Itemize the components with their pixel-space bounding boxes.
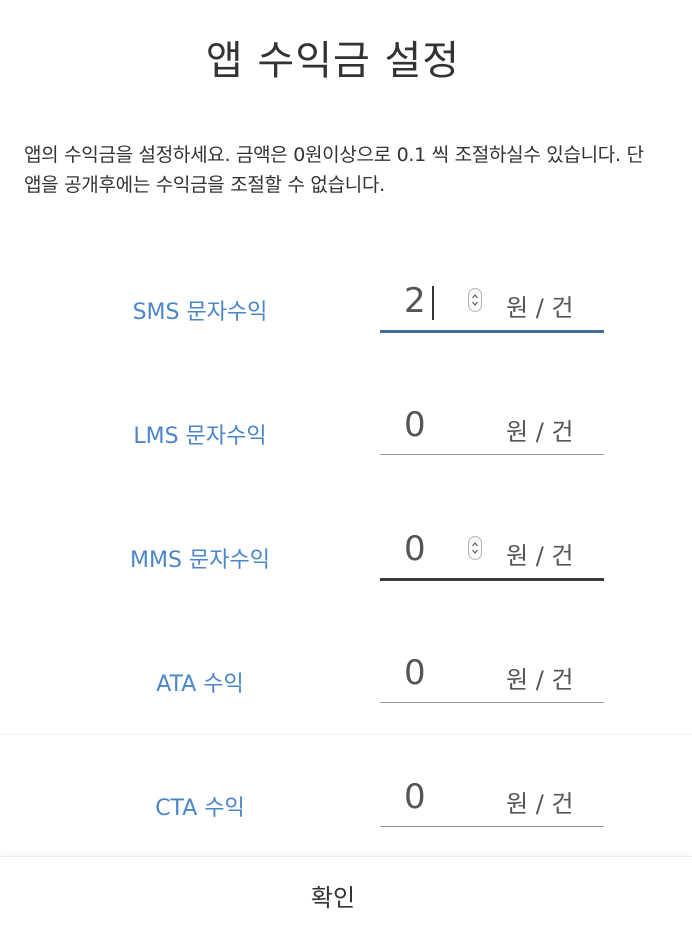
ata-revenue-field[interactable]: 원 / 건	[380, 646, 604, 703]
sms-unit-label: 원 / 건	[506, 294, 574, 322]
field-row-lms: LMS 문자수익 원 / 건	[0, 398, 692, 478]
mms-revenue-input[interactable]	[404, 529, 474, 569]
field-row-ata: ATA 수익 원 / 건	[0, 646, 692, 726]
sms-revenue-spinner[interactable]	[468, 288, 482, 312]
dialog-title: 앱 수익금 설정	[205, 38, 461, 84]
sms-revenue-label: SMS 문자수익	[132, 300, 268, 325]
field-row-mms: MMS 문자수익 원 / 건	[0, 522, 692, 602]
field-row-cta: CTA 수익 원 / 건	[0, 770, 692, 850]
mms-revenue-spinner[interactable]	[468, 536, 482, 560]
sms-revenue-field[interactable]: 원 / 건	[380, 274, 604, 333]
mms-revenue-field[interactable]: 원 / 건	[380, 522, 604, 581]
text-cursor	[432, 286, 434, 320]
spinner-arrows-icon	[472, 541, 478, 555]
ata-unit-label: 원 / 건	[506, 666, 574, 694]
field-row-sms: SMS 문자수익 원 / 건	[0, 274, 692, 354]
ata-revenue-label: ATA 수익	[156, 672, 244, 697]
dialog-footer: 확인	[0, 856, 692, 940]
ata-revenue-input[interactable]	[404, 653, 474, 693]
confirm-button[interactable]: 확인	[0, 857, 666, 933]
divider	[0, 734, 692, 735]
dialog-description: 앱의 수익금을 설정하세요. 금액은 0원이상으로 0.1 씩 조절하실수 있습…	[24, 144, 644, 196]
spinner-arrows-icon	[472, 293, 478, 307]
mms-revenue-label: MMS 문자수익	[130, 548, 270, 573]
lms-revenue-input[interactable]	[404, 405, 474, 445]
lms-revenue-field[interactable]: 원 / 건	[380, 398, 604, 455]
cta-revenue-label: CTA 수익	[155, 796, 245, 821]
cta-unit-label: 원 / 건	[506, 790, 574, 818]
lms-unit-label: 원 / 건	[506, 418, 574, 446]
sms-revenue-input[interactable]	[404, 281, 474, 321]
lms-revenue-label: LMS 문자수익	[133, 424, 267, 449]
cta-revenue-input[interactable]	[404, 777, 474, 817]
mms-unit-label: 원 / 건	[506, 542, 574, 570]
cta-revenue-field[interactable]: 원 / 건	[380, 770, 604, 827]
